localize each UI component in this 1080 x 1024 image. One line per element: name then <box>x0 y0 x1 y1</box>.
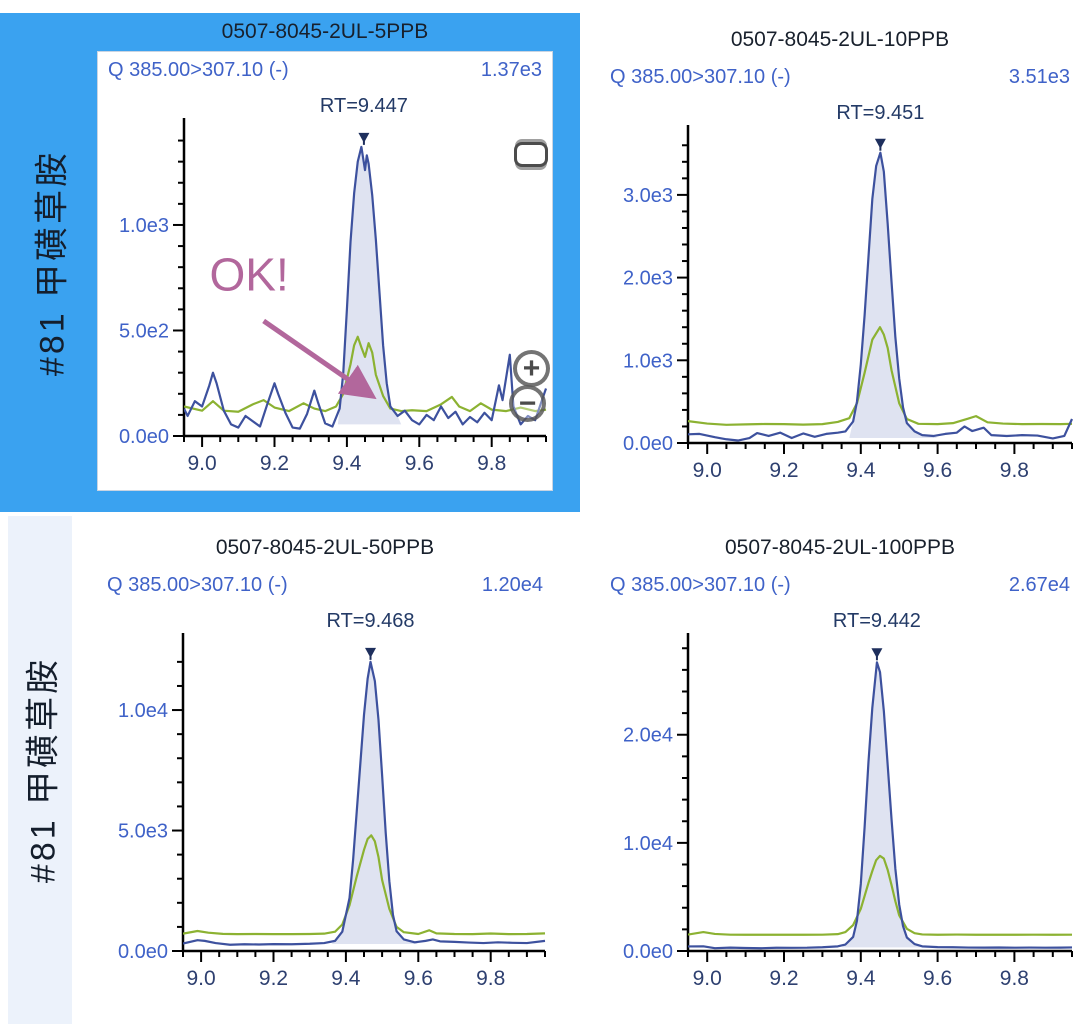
x-tick-label: 9.2 <box>259 967 288 990</box>
rt-label: RT=9.451 <box>836 102 924 124</box>
plot-box-50ppb: Q 385.00>307.10 (-) 1.20e4 9.0 9.2 9.4 9.6 9… <box>97 567 553 1001</box>
y-tick-label: 5.0e3 <box>118 821 168 843</box>
rt-marker <box>874 138 886 149</box>
transition-row: Q 385.00>307.10 (-) 1.37e3 <box>98 52 552 86</box>
max-intensity-value: 1.37e3 <box>480 59 542 81</box>
chromatogram-plot-10ppb[interactable]: 9.0 9.2 9.4 9.6 9.8 0.0e0 1.0e3 2.0e3 3.0e3 RT=9.… <box>600 93 1080 493</box>
max-intensity-value: 2.67e4 <box>1008 574 1070 596</box>
x-tick-label: 9.4 <box>846 967 876 990</box>
y-tick-label: 1.0e3 <box>623 350 673 372</box>
compound-row-label-top: #81 甲磺草胺 <box>0 13 97 512</box>
transition-label: Q 385.00>307.10 (-) <box>107 574 288 596</box>
x-tick-label: 9.8 <box>477 452 506 475</box>
compound-row-label-text: #81 甲磺草胺 <box>24 656 63 884</box>
transition-row: Q 385.00>307.10 (-) 2.67e4 <box>600 567 1080 601</box>
x-tick-label: 9.0 <box>693 967 722 990</box>
rt-label: RT=9.442 <box>833 610 921 632</box>
rt-marker <box>871 648 883 659</box>
transition-label: Q 385.00>307.10 (-) <box>610 574 791 596</box>
zoom-out-icon[interactable]: − <box>509 385 546 422</box>
x-tick-label: 9.4 <box>846 459 876 482</box>
x-tick-label: 9.6 <box>404 967 433 990</box>
qualifier-trace <box>688 854 1073 936</box>
y-tick-label: 0.0e0 <box>119 426 169 448</box>
transition-row: Q 385.00>307.10 (-) 3.51e3 <box>600 59 1080 93</box>
panel-tile-50ppb[interactable]: 0507-8045-2UL-50PPB Q 385.00>307.10 (-) … <box>97 516 553 1001</box>
max-intensity-value: 1.20e4 <box>481 574 543 596</box>
y-tick-label: 0.0e0 <box>118 941 168 963</box>
qualifier-trace <box>688 326 1073 426</box>
rt-label: RT=9.468 <box>327 610 415 632</box>
y-tick-label: 2.0e3 <box>623 268 673 290</box>
zoom-in-icon[interactable]: + <box>513 350 550 387</box>
x-tick-label: 9.2 <box>260 452 289 475</box>
y-tick-label: 1.0e4 <box>623 833 673 855</box>
y-tick-label: 0.0e0 <box>623 433 673 455</box>
sample-title-10ppb: 0507-8045-2UL-10PPB <box>730 28 950 51</box>
plot-box-10ppb: Q 385.00>307.10 (-) 3.51e3 9.0 9.2 9.4 9.6 9… <box>600 59 1080 493</box>
sample-title-100ppb: 0507-8045-2UL-100PPB <box>725 536 955 559</box>
chromatogram-plot-50ppb[interactable]: 9.0 9.2 9.4 9.6 9.8 0.0e0 5.0e3 1.0e4 RT=9.468 <box>97 601 553 1001</box>
y-tick-label: 3.0e3 <box>623 185 673 207</box>
transition-label: Q 385.00>307.10 (-) <box>610 66 791 88</box>
compound-row-label-text: #81 甲磺草胺 <box>33 149 71 376</box>
x-tick-label: 9.4 <box>331 967 361 990</box>
transition-label: Q 385.00>307.10 (-) <box>108 59 289 81</box>
qualifier-trace <box>184 335 547 413</box>
chromatogram-plot-5ppb[interactable]: 9.0 9.2 9.4 9.6 9.8 0.0e0 5.0e2 1.0e3 RT=9.447 OK… <box>98 86 554 486</box>
plot-box-5ppb: Q 385.00>307.10 (-) 1.37e3 9.0 9.2 9.4 9.6 9… <box>97 51 553 491</box>
rt-label: RT=9.447 <box>320 95 408 117</box>
x-tick-label: 9.0 <box>693 459 722 482</box>
x-tick-label: 9.6 <box>923 967 952 990</box>
panel-tile-5ppb[interactable]: #81 甲磺草胺 0507-8045-2UL-5PPB Q 385.00>307… <box>0 13 580 512</box>
compound-row-label-bottom: #81 甲磺草胺 <box>8 516 72 1024</box>
x-tick-label: 9.4 <box>332 452 362 475</box>
target-trace <box>183 660 546 946</box>
x-tick-label: 9.2 <box>769 459 798 482</box>
target-trace <box>688 151 1074 442</box>
x-tick-label: 9.2 <box>769 967 798 990</box>
x-tick-label: 9.6 <box>923 459 952 482</box>
target-trace <box>184 145 548 430</box>
y-tick-label: 2.0e4 <box>623 725 673 747</box>
peak-fill <box>841 662 930 948</box>
sample-title-50ppb: 0507-8045-2UL-50PPB <box>215 536 435 559</box>
rt-marker <box>358 132 370 143</box>
peak-fill <box>337 146 402 425</box>
qualifier-trace <box>183 834 546 936</box>
rt-marker <box>365 647 377 658</box>
peak-fill <box>331 661 419 945</box>
plot-box-100ppb: Q 385.00>307.10 (-) 2.67e4 9.0 9.2 9.4 9.6 9… <box>600 567 1080 1001</box>
target-trace <box>688 661 1073 950</box>
y-tick-label: 1.0e3 <box>119 215 169 237</box>
x-tick-label: 9.8 <box>476 967 505 990</box>
x-tick-label: 9.0 <box>187 452 216 475</box>
panel-tile-10ppb[interactable]: 0507-8045-2UL-10PPB Q 385.00>307.10 (-) … <box>600 13 1080 493</box>
x-tick-label: 9.8 <box>1000 967 1029 990</box>
y-tick-label: 0.0e0 <box>623 941 673 963</box>
ok-annotation-text: OK! <box>210 248 289 300</box>
peak-band-icon[interactable] <box>514 142 548 167</box>
x-tick-label: 9.8 <box>1000 459 1029 482</box>
transition-row: Q 385.00>307.10 (-) 1.20e4 <box>97 567 553 601</box>
x-tick-label: 9.0 <box>186 967 215 990</box>
x-tick-label: 9.6 <box>405 452 434 475</box>
panel-tile-100ppb[interactable]: 0507-8045-2UL-100PPB Q 385.00>307.10 (-)… <box>600 516 1080 1001</box>
panel-5ppb: 0507-8045-2UL-5PPB Q 385.00>307.10 (-) 1… <box>97 13 553 491</box>
ok-annotation-arrow <box>262 318 377 400</box>
y-tick-label: 1.0e4 <box>118 700 168 722</box>
max-intensity-value: 3.51e3 <box>1008 66 1070 88</box>
sample-title-5ppb: 0507-8045-2UL-5PPB <box>221 20 429 43</box>
y-tick-label: 5.0e2 <box>119 320 169 342</box>
chromatogram-plot-100ppb[interactable]: 9.0 9.2 9.4 9.6 9.8 0.0e0 1.0e4 2.0e4 RT=9.442 <box>600 601 1080 1001</box>
